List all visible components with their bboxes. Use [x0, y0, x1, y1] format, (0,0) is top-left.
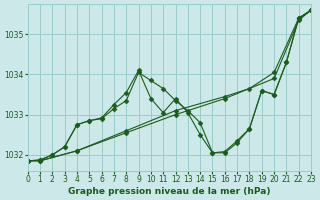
X-axis label: Graphe pression niveau de la mer (hPa): Graphe pression niveau de la mer (hPa): [68, 187, 271, 196]
